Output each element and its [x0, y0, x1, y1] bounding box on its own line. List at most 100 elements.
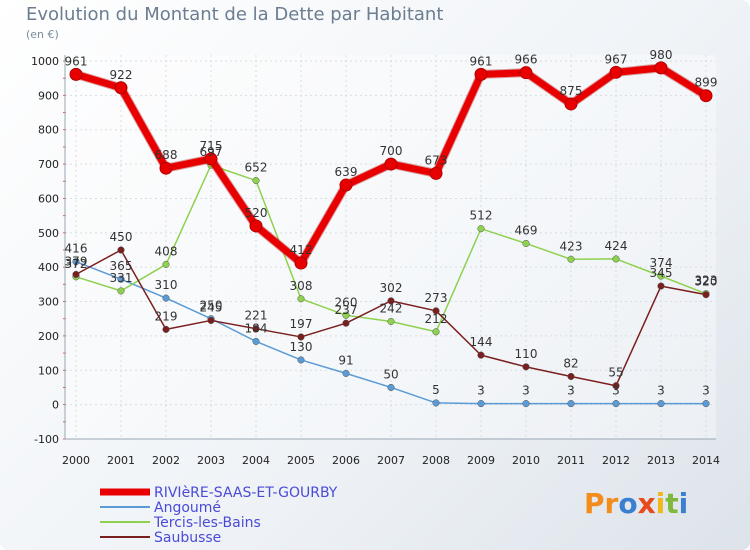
x-tick-label: 2003 — [197, 454, 225, 467]
data-point — [702, 291, 710, 299]
data-label: 320 — [695, 275, 718, 289]
y-tick-label: 0 — [52, 399, 59, 412]
data-point — [432, 399, 440, 407]
y-tick-label: 100 — [38, 364, 59, 377]
data-label: 469 — [515, 223, 538, 237]
data-point — [477, 351, 485, 359]
data-label: 408 — [155, 244, 178, 258]
data-point — [117, 287, 125, 295]
data-point — [72, 270, 80, 278]
data-label: 310 — [155, 278, 178, 292]
data-label: 967 — [605, 52, 628, 66]
data-label: 331 — [110, 271, 133, 285]
data-point — [609, 65, 623, 79]
data-label: 715 — [200, 139, 223, 153]
data-label: 184 — [245, 321, 268, 335]
data-label: 323 — [695, 274, 718, 288]
data-label: 423 — [560, 239, 583, 253]
data-label: 374 — [650, 256, 673, 270]
data-point — [477, 400, 485, 408]
data-label: 197 — [290, 317, 313, 331]
data-point — [657, 400, 665, 408]
chart-title: Evolution du Montant de la Dette par Hab… — [26, 4, 444, 25]
data-label: 250 — [200, 299, 223, 313]
legend-label: Tercis-les-Bains — [153, 515, 261, 531]
data-point — [297, 356, 305, 364]
data-point — [567, 255, 575, 263]
legend-label: Angoumé — [154, 500, 221, 516]
data-point — [297, 295, 305, 303]
data-point — [387, 383, 395, 392]
logo-letter: i — [678, 487, 689, 520]
data-label: 424 — [605, 239, 628, 253]
data-point — [519, 66, 533, 80]
data-label: 260 — [335, 295, 358, 309]
x-tick-label: 2002 — [152, 454, 180, 467]
data-label: 365 — [110, 259, 133, 273]
data-label: 922 — [110, 68, 133, 82]
data-point — [567, 372, 575, 381]
data-point — [474, 67, 488, 81]
data-label: 273 — [425, 291, 448, 305]
data-label: 980 — [650, 48, 673, 62]
x-tick-label: 2000 — [62, 454, 90, 467]
data-point — [564, 97, 578, 111]
y-tick-label: 900 — [38, 89, 59, 102]
y-tick-label: 300 — [38, 296, 59, 309]
x-tick-label: 2012 — [602, 454, 630, 467]
data-label: 697 — [200, 145, 223, 159]
data-point — [252, 337, 260, 345]
data-label: 308 — [290, 279, 313, 293]
data-label: 3 — [522, 384, 530, 398]
data-label: 372 — [65, 257, 88, 271]
data-label: 652 — [245, 161, 268, 175]
data-point — [162, 294, 170, 302]
x-tick-label: 2001 — [107, 454, 135, 467]
data-label: 82 — [563, 356, 578, 370]
data-point — [432, 307, 440, 315]
data-label: 302 — [380, 281, 403, 295]
data-point — [114, 81, 128, 95]
data-point — [522, 363, 530, 371]
data-label: 245 — [200, 300, 223, 314]
data-label: 55 — [608, 366, 623, 380]
logo-letter: o — [618, 487, 638, 520]
data-point — [477, 225, 485, 233]
logo-letter: x — [637, 487, 656, 520]
data-label: 700 — [380, 144, 403, 158]
data-point — [294, 256, 308, 270]
x-tick-label: 2011 — [557, 454, 585, 467]
data-label: 416 — [65, 242, 88, 256]
data-point — [657, 282, 665, 290]
logo-letter: P — [584, 487, 605, 520]
data-label: 3 — [657, 384, 665, 398]
logo-letter: i — [655, 487, 666, 520]
y-tick-label: 600 — [38, 192, 59, 205]
logo-letter: r — [604, 487, 619, 520]
data-label: 3 — [477, 384, 485, 398]
y-tick-label: -100 — [34, 433, 59, 446]
data-point — [249, 219, 263, 233]
x-tick-label: 2013 — [647, 454, 675, 467]
data-point — [387, 317, 395, 326]
data-point — [72, 258, 80, 266]
data-point — [204, 152, 218, 166]
y-tick-label: 200 — [38, 330, 59, 343]
data-label: 91 — [338, 353, 353, 367]
data-label: 212 — [425, 312, 448, 326]
data-point — [69, 67, 83, 81]
proxiti-logo: Proxiti — [584, 487, 688, 520]
data-label: 899 — [695, 76, 718, 90]
data-label: 5 — [432, 383, 440, 397]
x-tick-label: 2008 — [422, 454, 450, 467]
data-point — [522, 239, 530, 248]
data-point — [429, 166, 443, 180]
data-label: 3 — [567, 384, 575, 398]
x-tick-label: 2014 — [692, 454, 720, 467]
data-label: 379 — [65, 254, 88, 268]
data-point — [612, 400, 620, 408]
data-point — [342, 369, 350, 377]
data-label: 961 — [65, 54, 88, 68]
data-point — [699, 89, 713, 103]
